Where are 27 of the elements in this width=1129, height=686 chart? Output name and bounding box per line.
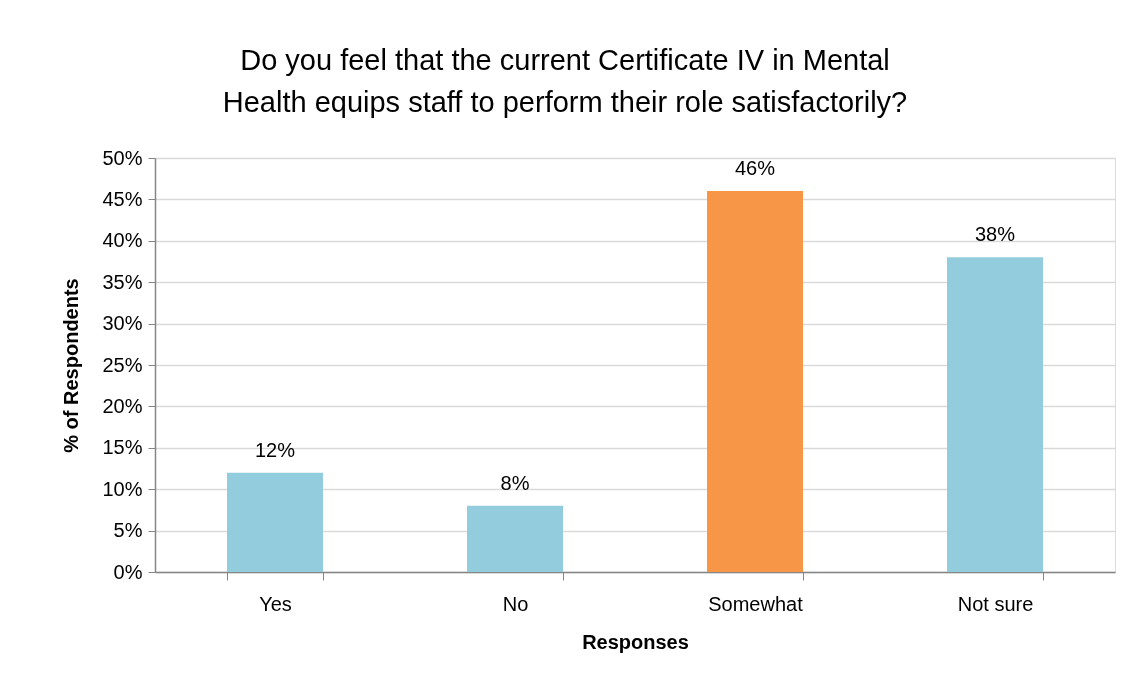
y-tick-label: 10% [102,477,143,500]
data-label: 8% [500,471,530,494]
data-label: 12% [254,438,296,461]
x-tick-label: No [502,592,529,615]
y-tick-label: 5% [113,519,143,542]
x-tick-label: Not sure [957,592,1034,615]
text: Health equips staff to perform their role satisfactorily? [222,86,908,118]
y-tick-label: 20% [102,394,143,417]
y-tick-label: 25% [102,353,143,376]
x-tick-label: Yes [259,592,292,615]
x-axis-title: Responses [582,630,689,653]
y-tick-label: 0% [113,560,143,583]
y-axis-title: % of Respondents [60,278,83,453]
bar [707,191,803,572]
bar [467,505,563,572]
y-tick-label: 30% [102,312,143,335]
y-tick-label: 35% [102,270,143,293]
y-tick-label: 45% [102,187,143,210]
x-tick-label: Somewhat [708,592,804,615]
bar [227,472,323,572]
bar [947,257,1043,572]
text: Do you feel that the current Certificate IV in Mental [240,44,890,76]
y-tick-label: 40% [102,229,143,252]
y-tick-label: 50% [102,146,143,169]
y-tick-label: 15% [102,436,143,459]
data-label: 38% [974,223,1016,246]
data-label: 46% [734,157,776,180]
